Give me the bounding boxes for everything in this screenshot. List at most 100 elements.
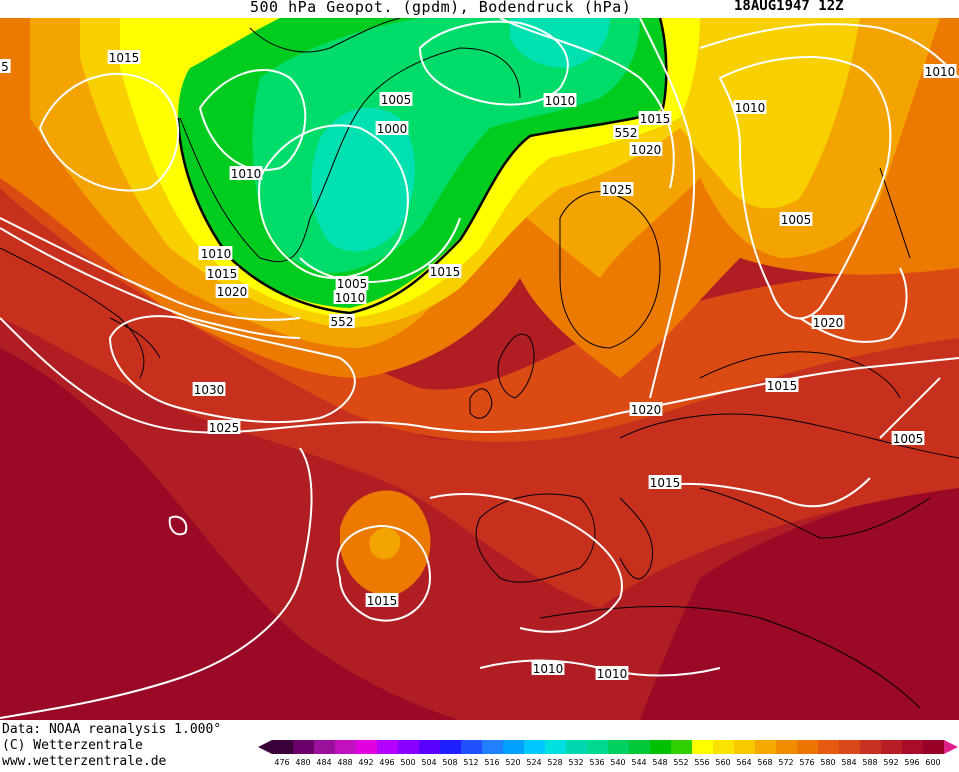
scale-tick-label: 572 <box>778 758 793 767</box>
svg-text:1005: 1005 <box>337 277 368 291</box>
isobar-label: 1010 <box>923 64 957 79</box>
isobar-label: 5 <box>0 59 11 74</box>
scale-tick-label: 568 <box>757 758 772 767</box>
isobar-label: 1010 <box>595 666 629 681</box>
svg-text:1020: 1020 <box>217 285 248 299</box>
color-scale: 476 480 484 488 492 496 500 504 508 512 516 520 524 5… <box>258 740 958 772</box>
svg-text:1005: 1005 <box>893 432 924 446</box>
isobar-label: 1015 <box>638 111 672 126</box>
chart-title: 500 hPa Geopot. (gpdm), Bodendruck (hPa) <box>250 0 632 16</box>
isobar-label: 1015 <box>648 475 682 490</box>
scale-tick-label: 596 <box>904 758 919 767</box>
scale-swatch <box>650 740 671 754</box>
scale-swatch <box>671 740 692 754</box>
scale-tick-label: 548 <box>652 758 667 767</box>
scale-swatch <box>923 740 944 754</box>
scale-swatch <box>398 740 419 754</box>
scale-swatch <box>755 740 776 754</box>
isobar-label: 552 <box>613 125 639 140</box>
isobar-label: 1010 <box>333 290 367 305</box>
scale-swatch <box>797 740 818 754</box>
scale-tick-label: 556 <box>694 758 709 767</box>
svg-text:1015: 1015 <box>430 265 461 279</box>
scale-swatch <box>776 740 797 754</box>
svg-text:1010: 1010 <box>545 94 576 108</box>
scale-swatch <box>587 740 608 754</box>
isobar-label: 1010 <box>531 661 565 676</box>
scale-tick-label: 520 <box>505 758 520 767</box>
isobar-label: 1025 <box>600 182 634 197</box>
svg-text:1010: 1010 <box>597 667 628 681</box>
scale-tick-label: 528 <box>547 758 562 767</box>
svg-text:1025: 1025 <box>209 421 240 435</box>
isobar-label: 1005 <box>779 212 813 227</box>
svg-text:1010: 1010 <box>735 101 766 115</box>
scale-tick-label: 540 <box>610 758 625 767</box>
scale-tick-label: 552 <box>673 758 688 767</box>
svg-text:1020: 1020 <box>631 143 662 157</box>
scale-swatch <box>314 740 335 754</box>
isobar-label: 1005 <box>891 431 925 446</box>
scale-tick-label: 524 <box>526 758 541 767</box>
scale-tick-label: 576 <box>799 758 814 767</box>
scale-tick-label: 580 <box>820 758 835 767</box>
svg-text:552: 552 <box>331 315 354 329</box>
isobar-label: 1020 <box>215 284 249 299</box>
svg-text:1010: 1010 <box>231 167 262 181</box>
isobar-label: 1015 <box>205 266 239 281</box>
scale-swatch <box>524 740 545 754</box>
svg-text:1015: 1015 <box>367 594 398 608</box>
color-scale-bar: 476 480 484 488 492 496 500 504 508 512 516 520 524 5… <box>258 740 958 767</box>
isobar-label: 1015 <box>107 50 141 65</box>
scale-tick-label: 496 <box>379 758 394 767</box>
svg-text:1015: 1015 <box>767 379 798 393</box>
scale-swatch <box>545 740 566 754</box>
scale-tick-label: 508 <box>442 758 457 767</box>
footer-data-source: Data: NOAA reanalysis 1.000° <box>2 722 222 737</box>
scale-swatch <box>419 740 440 754</box>
scale-swatch <box>839 740 860 754</box>
footer-website: www.wetterzentrale.de <box>2 754 167 769</box>
svg-text:1010: 1010 <box>201 247 232 261</box>
scale-tick-label: 536 <box>589 758 604 767</box>
isobar-label: 1010 <box>229 166 263 181</box>
scale-tick-label: 476 <box>274 758 289 767</box>
scale-swatch <box>902 740 923 754</box>
svg-text:552: 552 <box>615 126 638 140</box>
isobar-label: 1025 <box>207 420 241 435</box>
scale-tick-label: 544 <box>631 758 646 767</box>
isobar-label: 1015 <box>765 378 799 393</box>
scale-swatch <box>461 740 482 754</box>
scale-tick-label: 492 <box>358 758 373 767</box>
svg-text:1010: 1010 <box>533 662 564 676</box>
scale-tick-label: 488 <box>337 758 352 767</box>
zone-z532-north <box>510 18 610 68</box>
zone-z600-east <box>640 468 959 720</box>
isobar-label: 1010 <box>733 100 767 115</box>
isobar-label: 1020 <box>629 142 663 157</box>
isobar-label: 1010 <box>199 246 233 261</box>
scale-tick-label: 584 <box>841 758 856 767</box>
svg-text:1005: 1005 <box>781 213 812 227</box>
zone-z600 <box>0 348 460 720</box>
svg-text:1030: 1030 <box>194 383 225 397</box>
scale-swatch <box>356 740 377 754</box>
scale-tick-label: 600 <box>925 758 940 767</box>
svg-text:1020: 1020 <box>813 316 844 330</box>
svg-text:1025: 1025 <box>602 183 633 197</box>
scale-tick-label: 480 <box>295 758 310 767</box>
isobar-label: 1020 <box>629 402 663 417</box>
isobar-label: 1020 <box>811 315 845 330</box>
scale-swatch <box>713 740 734 754</box>
coastlines <box>0 18 959 709</box>
svg-text:1015: 1015 <box>109 51 140 65</box>
scale-tick-label: 560 <box>715 758 730 767</box>
scale-swatch <box>440 740 461 754</box>
zone-z532 <box>311 107 415 252</box>
isobar-label: 552 <box>329 314 355 329</box>
svg-text:5: 5 <box>1 60 9 74</box>
scale-swatch <box>293 740 314 754</box>
scale-swatch <box>272 740 293 754</box>
scale-swatch <box>860 740 881 754</box>
zone-z560-azores <box>369 527 401 560</box>
